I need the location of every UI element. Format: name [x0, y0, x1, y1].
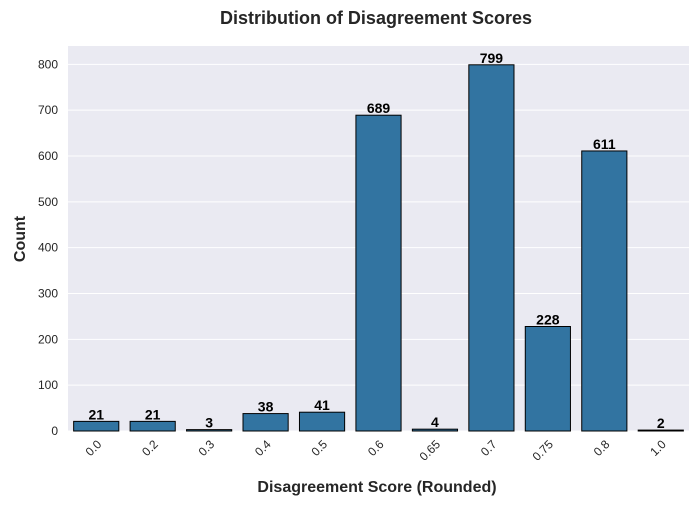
bar-0.7 [468, 64, 515, 432]
y-tick-label: 400 [38, 241, 58, 255]
bar-data-label: 611 [593, 136, 616, 152]
x-tick-label: 0.4 [252, 437, 274, 459]
chart-title: Distribution of Disagreement Scores [220, 8, 532, 28]
bar-data-label: 799 [480, 50, 504, 66]
y-tick-label: 600 [38, 149, 58, 163]
y-tick-label: 800 [38, 57, 58, 71]
bar-data-label: 4 [431, 414, 439, 430]
bar-data-label: 3 [205, 415, 213, 431]
y-axis-label: Count [12, 215, 29, 262]
x-tick-label: 0.65 [417, 437, 444, 464]
y-tick-label: 700 [38, 103, 58, 117]
y-tick-label: 0 [51, 424, 58, 438]
bar-data-label: 41 [314, 397, 330, 413]
x-axis-ticks: 0.0 0.2 0.3 0.4 0.5 0.6 0.65 0.7 0.75 0.8 1.0 [83, 437, 669, 464]
bar-0.0 [73, 420, 120, 432]
bar-0.3 [186, 429, 233, 432]
bar-data-label: 689 [367, 100, 391, 116]
bars [73, 64, 684, 432]
bar-0.75 [524, 326, 571, 432]
bar-data-label: 2 [657, 415, 665, 431]
bar-0.65 [411, 428, 459, 432]
bar-0.2 [129, 420, 176, 432]
y-tick-label: 100 [38, 378, 58, 392]
y-tick-label: 200 [38, 332, 58, 346]
bar-data-label: 228 [536, 312, 560, 328]
x-axis-label: Disagreement Score (Rounded) [257, 479, 496, 496]
x-tick-label: 0.75 [530, 437, 557, 464]
x-tick-label: 0.7 [478, 437, 500, 459]
x-tick-label: 0.5 [308, 437, 330, 459]
x-tick-label: 0.6 [365, 437, 387, 459]
bar-0.5 [298, 411, 346, 432]
bar-0.4 [242, 413, 289, 432]
bar-labels: 21 21 3 38 41 689 4 799 228 611 2 [88, 50, 664, 431]
bar-data-label: 21 [88, 406, 104, 422]
bar-data-label: 38 [258, 399, 274, 415]
y-tick-label: 300 [38, 287, 58, 301]
bar-1.0 [637, 429, 684, 432]
x-tick-label: 0.3 [196, 437, 218, 459]
y-tick-label: 500 [38, 195, 58, 209]
bar-0.8 [581, 150, 628, 432]
x-tick-label: 1.0 [647, 437, 669, 459]
x-tick-label: 0.2 [139, 437, 161, 459]
bar-0.6 [355, 114, 402, 432]
x-tick-label: 0.8 [591, 437, 613, 459]
x-tick-label: 0.0 [83, 437, 105, 459]
bar-data-label: 21 [145, 406, 161, 422]
y-axis-ticks: 0 100 200 300 400 500 600 700 800 [38, 57, 58, 438]
